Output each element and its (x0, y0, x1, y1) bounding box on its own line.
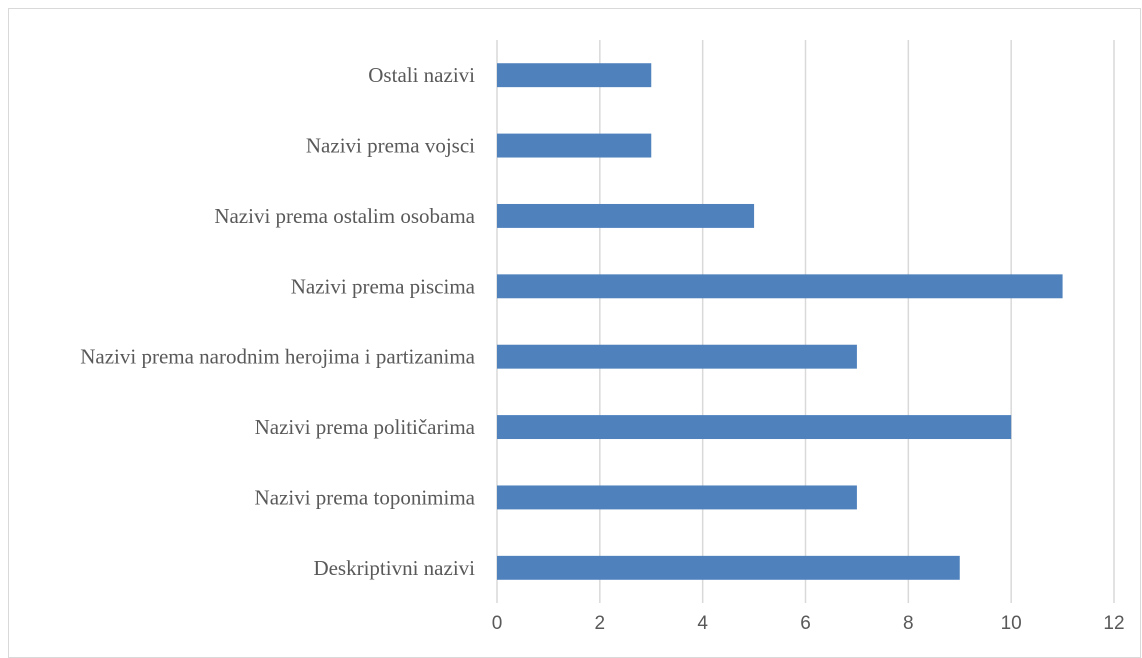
x-tick-label: 4 (697, 613, 708, 634)
category-labels: Ostali nazivi Nazivi prema vojsci Nazivi p… (80, 63, 475, 580)
bar (497, 345, 857, 369)
bar (497, 556, 960, 580)
bars (497, 63, 1063, 580)
category-label: Nazivi prema vojsci (306, 134, 475, 158)
x-tick-labels: 0 2 4 6 8 10 12 (492, 613, 1125, 634)
bar (497, 485, 857, 509)
category-label: Nazivi prema političarima (255, 415, 476, 439)
x-tick-label: 0 (492, 613, 503, 634)
bar (497, 63, 651, 87)
x-tick-label: 10 (1001, 613, 1022, 634)
bar (497, 134, 651, 158)
bar (497, 204, 754, 228)
category-label: Nazivi prema toponimima (255, 485, 476, 509)
x-tick-label: 2 (595, 613, 606, 634)
category-label: Deskriptivni nazivi (313, 556, 475, 580)
x-tick-label: 8 (903, 613, 914, 634)
bar (497, 415, 1011, 439)
gridlines (497, 40, 1114, 603)
category-label: Nazivi prema piscima (291, 274, 476, 298)
x-tick-label: 12 (1103, 613, 1124, 634)
category-label: Nazivi prema ostalim osobama (214, 204, 475, 228)
x-tick-label: 6 (800, 613, 811, 634)
bar (497, 274, 1063, 298)
category-label: Nazivi prema narodnim herojima i partiza… (80, 345, 475, 369)
category-label: Ostali nazivi (368, 63, 475, 87)
